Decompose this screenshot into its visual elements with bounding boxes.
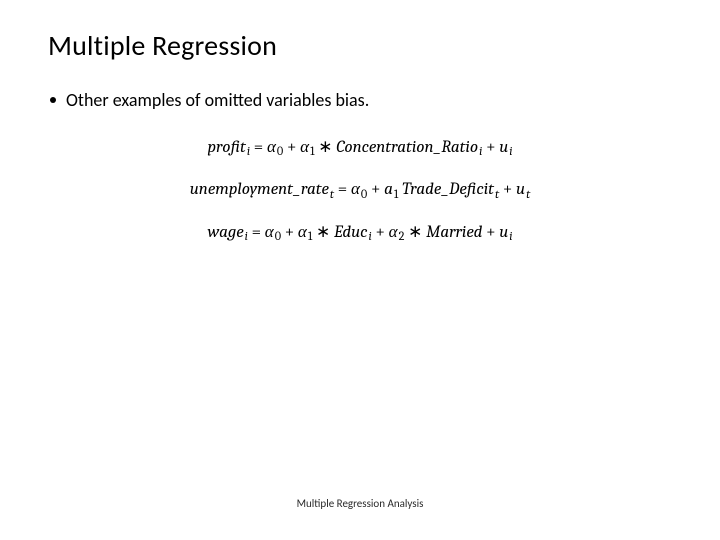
- slide: Multiple Regression Other examples of om…: [0, 0, 720, 540]
- equation-1: profiti = α0 + α1 ∗ Concentration_Ratioi…: [48, 137, 672, 159]
- bullet-icon: [50, 97, 56, 103]
- bullet-item: Other examples of omitted variables bias…: [50, 89, 672, 111]
- bullet-text: Other examples of omitted variables bias…: [66, 89, 369, 111]
- equation-block: profiti = α0 + α1 ∗ Concentration_Ratioi…: [48, 137, 672, 244]
- equation-3: wagei = α0 + α1 ∗ Educi + α2 ∗ Married +…: [48, 222, 672, 244]
- slide-title: Multiple Regression: [48, 28, 672, 63]
- slide-footer: Multiple Regression Analysis: [0, 497, 720, 510]
- equation-2: unemployment_ratet = α0 + a1 Trade_Defic…: [48, 179, 672, 201]
